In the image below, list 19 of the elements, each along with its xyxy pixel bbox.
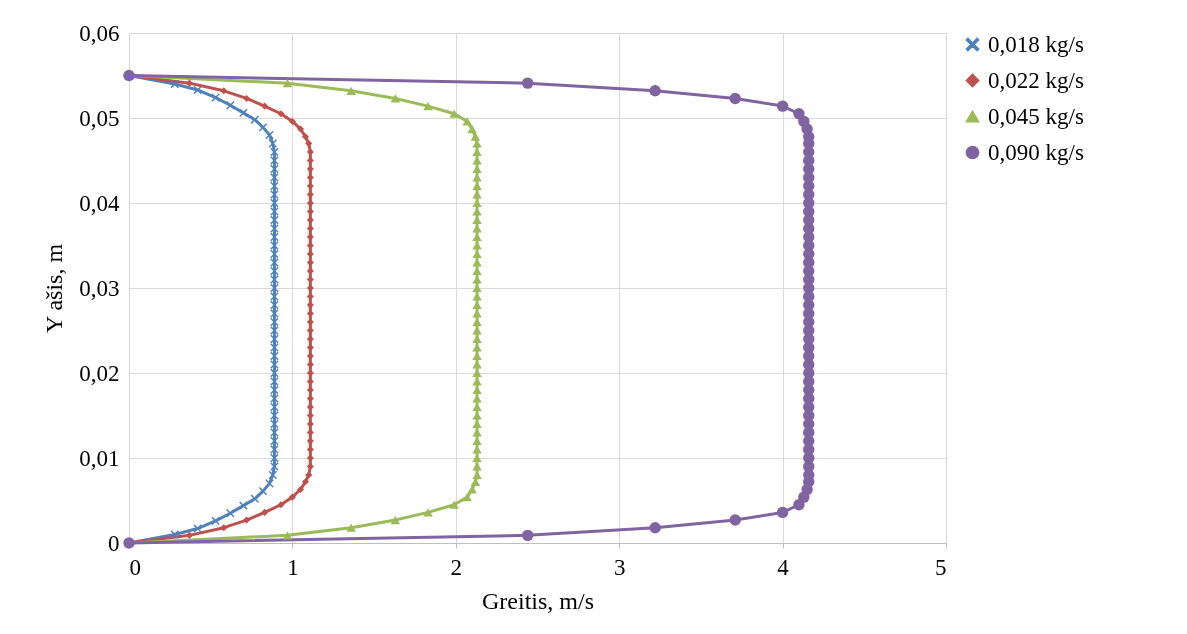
legend-label: 0,045 kg/s <box>988 103 1084 129</box>
y-tick-label: 0,05 <box>79 105 120 131</box>
x-tick-label: 1 <box>287 554 299 580</box>
x-tick-label: 3 <box>613 554 626 580</box>
y-tick-label: 0,02 <box>79 360 120 386</box>
y-tick-label: 0 <box>108 530 120 556</box>
x-tick-label: 5 <box>935 554 947 580</box>
x-tick-label: 4 <box>777 554 790 580</box>
y-tick-label: 0,06 <box>79 20 120 46</box>
y-tick-label: 0,04 <box>79 190 120 216</box>
x-tick-label: 2 <box>450 554 463 580</box>
legend-label: 0,090 kg/s <box>988 139 1084 165</box>
x-axis-title: Greitis, m/s <box>482 587 594 614</box>
y-tick-label: 0,01 <box>79 445 120 471</box>
legend-label: 0,022 kg/s <box>988 67 1084 93</box>
x-tick-label: 0 <box>129 554 141 580</box>
y-axis-title: Y ašis, m <box>41 243 68 334</box>
legend-label: 0,018 kg/s <box>988 31 1084 57</box>
y-tick-label: 0,03 <box>79 275 120 301</box>
